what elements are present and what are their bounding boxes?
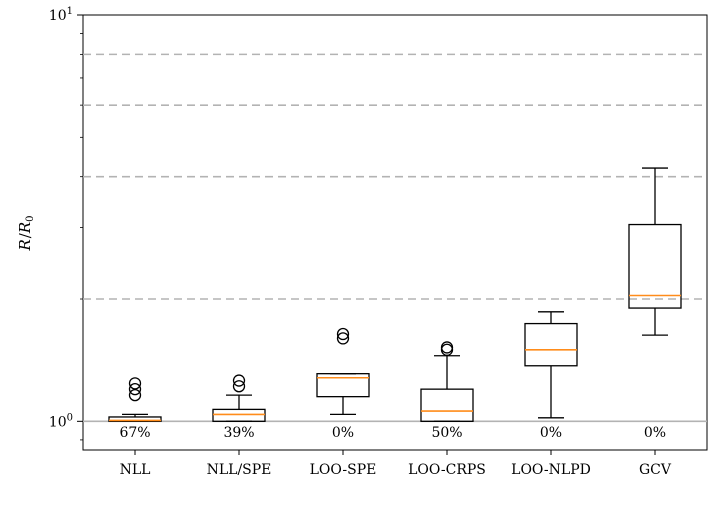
outlier-point <box>232 374 246 387</box>
x-tick-label: NLL/SPE <box>207 462 272 478</box>
iqr-box <box>524 322 578 367</box>
iqr-box <box>628 223 682 309</box>
box-group: 0% <box>524 311 578 441</box>
outlier-point <box>440 343 454 356</box>
percent-annotation: 0% <box>644 425 666 441</box>
outlier-point <box>440 341 454 354</box>
box-group: 39% <box>212 374 266 441</box>
grid-lines <box>83 53 707 423</box>
box-group: 50% <box>420 341 474 441</box>
box-group: 0% <box>316 327 370 441</box>
iqr-box <box>108 416 162 422</box>
outlier-point <box>128 377 142 390</box>
iqr-box <box>420 388 474 422</box>
boxes: 67% 39% 0% 50% 0% 0% <box>108 167 682 441</box>
box-group: 67% <box>108 377 162 441</box>
outlier-point <box>128 388 142 402</box>
outlier-point <box>128 382 142 396</box>
percent-annotation: 0% <box>540 425 562 441</box>
x-tick-label: LOO-NLPD <box>511 462 591 478</box>
x-tick-label: LOO-SPE <box>310 462 377 478</box>
y-tick-label: 100 <box>49 412 73 430</box>
box-group: 0% <box>628 167 682 441</box>
y-axis-label: R/R0 <box>16 215 36 251</box>
outlier-point <box>336 332 350 345</box>
iqr-box <box>212 408 266 422</box>
x-tick-label: GCV <box>639 462 672 478</box>
y-tick-label: 101 <box>49 6 73 24</box>
percent-annotation: 67% <box>119 425 150 441</box>
iqr-box <box>316 373 370 398</box>
plot-frame <box>82 14 708 451</box>
percent-annotation: 50% <box>431 425 462 441</box>
percent-annotation: 39% <box>223 425 254 441</box>
outlier-point <box>232 380 246 393</box>
x-tick-label: LOO-CRPS <box>408 462 486 478</box>
x-tick-label: NLL <box>120 462 151 478</box>
outlier-point <box>336 327 350 341</box>
percent-annotation: 0% <box>332 425 354 441</box>
axes: 100 101 NLL NLL/SPE LOO-SPE LOO-CRPS LOO-NLPD G… <box>49 6 672 478</box>
